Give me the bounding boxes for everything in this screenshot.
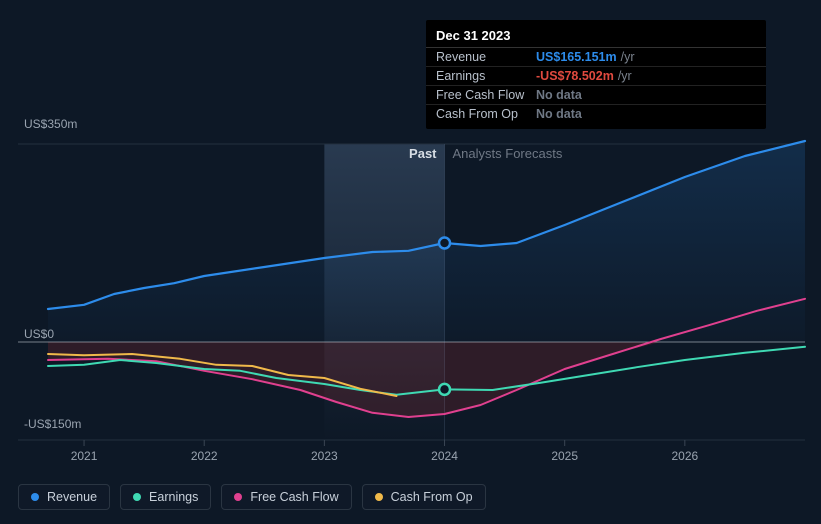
legend-dot-icon	[375, 493, 383, 501]
svg-text:2026: 2026	[671, 449, 698, 463]
svg-text:2023: 2023	[311, 449, 338, 463]
legend-item-fcf[interactable]: Free Cash Flow	[221, 484, 351, 510]
tooltip-row-label: Earnings	[436, 69, 536, 83]
svg-text:Analysts Forecasts: Analysts Forecasts	[453, 146, 563, 161]
svg-text:-US$150m: -US$150m	[24, 417, 81, 431]
hover-tooltip: Dec 31 2023 RevenueUS$165.151m/yrEarning…	[426, 20, 766, 129]
legend-dot-icon	[234, 493, 242, 501]
tooltip-row-value: US$165.151m/yr	[536, 50, 635, 64]
tooltip-row-value: No data	[536, 88, 582, 102]
legend-item-cfo[interactable]: Cash From Op	[362, 484, 486, 510]
tooltip-row-label: Free Cash Flow	[436, 88, 536, 102]
tooltip-row-label: Cash From Op	[436, 107, 536, 121]
svg-text:2022: 2022	[191, 449, 218, 463]
financial-chart: 2021 2022 2023 2024 2025 2026 US$350m US$0 -US$1…	[0, 0, 821, 524]
svg-text:2025: 2025	[551, 449, 578, 463]
legend-item-revenue[interactable]: Revenue	[18, 484, 110, 510]
legend-item-label: Earnings	[149, 490, 198, 504]
svg-text:US$350m: US$350m	[24, 117, 77, 131]
legend-dot-icon	[31, 493, 39, 501]
tooltip-row: Free Cash FlowNo data	[426, 86, 766, 105]
svg-text:US$0: US$0	[24, 327, 54, 341]
svg-text:2024: 2024	[431, 449, 458, 463]
tooltip-date: Dec 31 2023	[426, 26, 766, 48]
legend-item-label: Revenue	[47, 490, 97, 504]
legend-item-label: Free Cash Flow	[250, 490, 338, 504]
svg-text:Past: Past	[409, 146, 437, 161]
tooltip-row-value: No data	[536, 107, 582, 121]
legend-dot-icon	[133, 493, 141, 501]
tooltip-row-value: -US$78.502m/yr	[536, 69, 632, 83]
legend: Revenue Earnings Free Cash Flow Cash From O…	[18, 484, 486, 510]
tooltip-row: Earnings-US$78.502m/yr	[426, 67, 766, 86]
svg-text:2021: 2021	[71, 449, 98, 463]
legend-item-label: Cash From Op	[391, 490, 473, 504]
tooltip-row: RevenueUS$165.151m/yr	[426, 48, 766, 67]
tooltip-row-label: Revenue	[436, 50, 536, 64]
legend-item-earnings[interactable]: Earnings	[120, 484, 211, 510]
tooltip-row: Cash From OpNo data	[426, 105, 766, 123]
